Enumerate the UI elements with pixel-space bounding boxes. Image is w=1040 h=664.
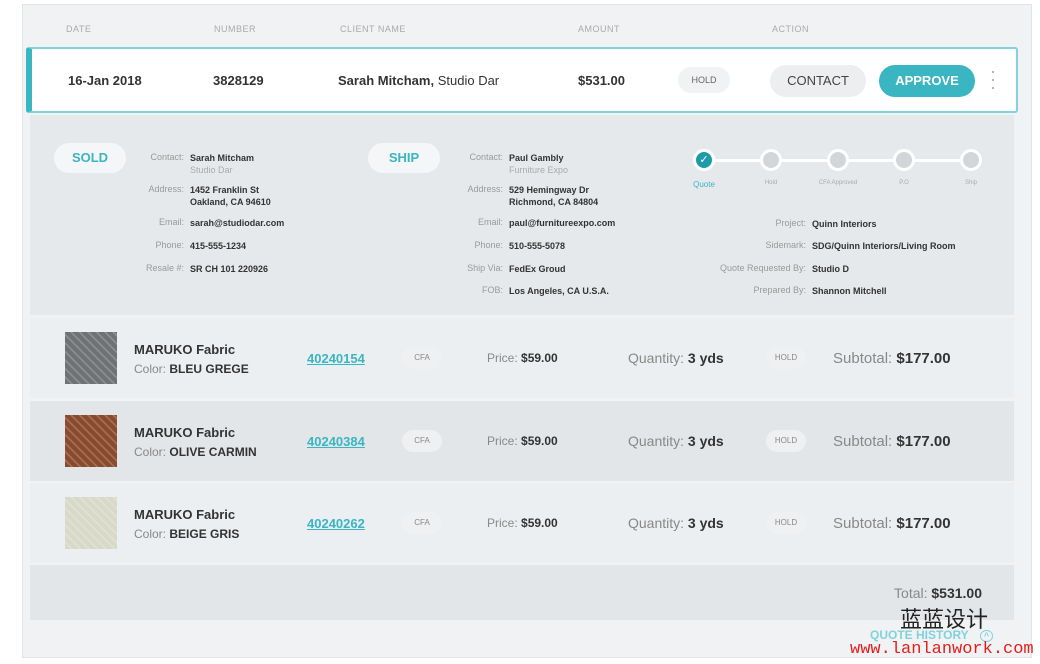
item-status-badge: HOLD — [766, 512, 806, 534]
item-subtotal: Subtotal: $177.00 — [833, 515, 951, 532]
sold-tag: SOLD — [54, 143, 126, 173]
ship-tag: SHIP — [368, 143, 440, 173]
step-hold — [760, 149, 782, 171]
item-color: Color: BEIGE GRIS — [134, 527, 240, 541]
cfa-button[interactable]: CFA — [402, 430, 442, 452]
col-client[interactable]: CLIENT NAME — [340, 24, 406, 34]
status-badge: HOLD — [678, 67, 730, 93]
watermark-brand: 蓝蓝设计 — [900, 607, 989, 632]
item-status-badge: HOLD — [766, 430, 806, 452]
total-row: Total: $531.00 — [30, 565, 1014, 620]
step-cfa — [827, 149, 849, 171]
more-icon[interactable]: · · · — [990, 61, 996, 97]
contact-button[interactable]: CONTACT — [770, 65, 866, 97]
col-action: ACTION — [772, 24, 810, 34]
line-item: MARUKO Fabric Color: OLIVE CARMIN 402403… — [30, 401, 1014, 481]
item-price: Price: $59.00 — [487, 516, 558, 530]
item-quantity: Quantity: 3 yds — [628, 350, 724, 366]
sku-link[interactable]: 40240384 — [307, 434, 365, 449]
col-number[interactable]: NUMBER — [214, 24, 257, 34]
quote-history-link[interactable]: QUOTE HISTORY ^ — [870, 628, 994, 642]
item-name: MARUKO Fabric — [134, 507, 236, 522]
order-detail: SOLD Contact: Sarah Mitcham Studio Dar Add… — [30, 115, 1014, 315]
order-client: Sarah Mitcham, Studio Dar — [338, 73, 500, 88]
item-color: Color: OLIVE CARMIN — [134, 445, 257, 459]
approve-button[interactable]: APPROVE — [879, 65, 975, 97]
fabric-swatch — [65, 415, 117, 467]
item-name: MARUKO Fabric — [134, 425, 236, 440]
item-quantity: Quantity: 3 yds — [628, 515, 724, 531]
total: Total: $531.00 — [894, 585, 982, 601]
order-amount: $531.00 — [578, 73, 625, 88]
step-po — [893, 149, 915, 171]
order-date: 16-Jan 2018 — [68, 73, 142, 88]
line-item: MARUKO Fabric Color: BEIGE GRIS 40240262… — [30, 483, 1014, 563]
col-date[interactable]: DATE — [66, 24, 92, 34]
order-row[interactable]: 16-Jan 2018 3828129 Sarah Mitcham, Studi… — [26, 47, 1018, 113]
item-subtotal: Subtotal: $177.00 — [833, 433, 951, 450]
cfa-button[interactable]: CFA — [402, 347, 442, 369]
fabric-swatch — [65, 332, 117, 384]
item-subtotal: Subtotal: $177.00 — [833, 350, 951, 367]
check-icon: ✓ — [693, 149, 715, 171]
sku-link[interactable]: 40240262 — [307, 516, 365, 531]
fabric-swatch — [65, 497, 117, 549]
item-quantity: Quantity: 3 yds — [628, 433, 724, 449]
item-name: MARUKO Fabric — [134, 342, 236, 357]
item-status-badge: HOLD — [766, 347, 806, 369]
item-price: Price: $59.00 — [487, 351, 558, 365]
line-item: MARUKO Fabric Color: BLEU GREGE 40240154… — [30, 318, 1014, 398]
col-amount[interactable]: AMOUNT — [578, 24, 620, 34]
order-number: 3828129 — [213, 73, 264, 88]
step-ship — [960, 149, 982, 171]
item-color: Color: BLEU GREGE — [134, 362, 249, 376]
watermark-url: www.lanlanwork.com — [850, 640, 1034, 659]
chevron-up-icon: ^ — [979, 630, 994, 642]
sku-link[interactable]: 40240154 — [307, 351, 365, 366]
cfa-button[interactable]: CFA — [402, 512, 442, 534]
item-price: Price: $59.00 — [487, 434, 558, 448]
